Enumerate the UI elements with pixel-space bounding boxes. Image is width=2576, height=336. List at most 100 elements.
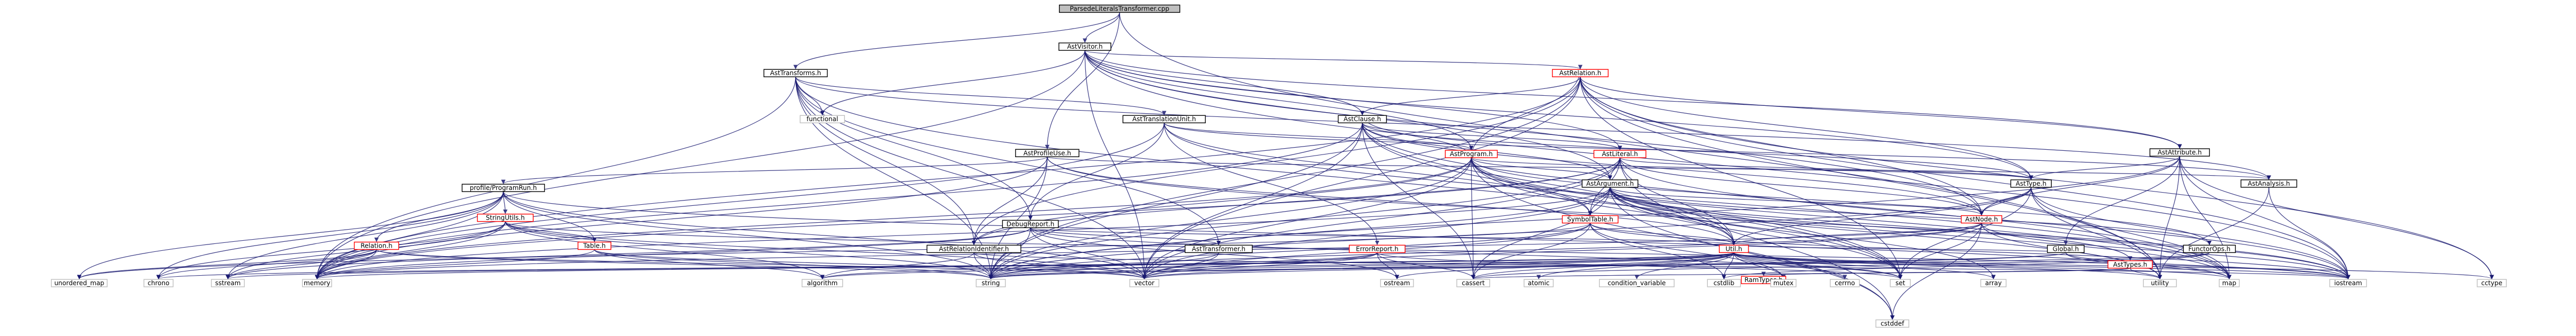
node-analysis[interactable]: AstAnalysis.h	[2240, 179, 2298, 188]
node-debugreport[interactable]: DebugReport.h	[1002, 220, 1059, 229]
node-cstddef[interactable]: cstddef	[1875, 319, 1910, 328]
edge-profile-analysis	[1047, 156, 2271, 180]
node-box	[1561, 215, 1619, 224]
node-label: AstProfileUse.h	[1024, 149, 1071, 157]
edge-astnode-vector	[1142, 223, 1982, 279]
node-label: chrono	[147, 279, 169, 287]
node-sstream[interactable]: sstream	[211, 279, 245, 287]
node-condition_variable[interactable]: condition_variable	[1598, 279, 1675, 287]
node-util[interactable]: Util.h	[1718, 244, 1749, 253]
node-vector[interactable]: vector	[1129, 279, 1159, 287]
edge-argument-util	[1610, 187, 1736, 246]
node-relid[interactable]: AstRelationIdentifier.h	[926, 244, 1021, 253]
edge-transforms-debugreport	[795, 77, 1033, 221]
node-box	[1582, 179, 1639, 188]
edge-stringutils-vector	[505, 221, 1147, 279]
node-box	[1184, 244, 1253, 253]
node-box	[1349, 244, 1406, 253]
node-unordered_map[interactable]: unordered_map	[51, 279, 108, 287]
edge-transforms-string	[795, 77, 993, 279]
node-box	[1058, 42, 1112, 51]
node-mutex[interactable]: mutex	[1770, 279, 1797, 287]
node-cassert[interactable]: cassert	[1456, 279, 1491, 287]
edge-errorreport-algorithm	[820, 252, 1378, 279]
node-string[interactable]: string	[975, 279, 1006, 287]
edge-relation-cctype	[1580, 77, 2494, 279]
node-map[interactable]: map	[2219, 279, 2240, 287]
node-visitor[interactable]: AstVisitor.h	[1058, 42, 1112, 51]
node-argument[interactable]: AstArgument.h	[1582, 179, 1639, 188]
node-chrono[interactable]: chrono	[143, 279, 174, 287]
node-asttypes[interactable]: AstTypes.h	[2107, 260, 2153, 269]
node-program[interactable]: AstProgram.h	[1445, 150, 1498, 158]
node-label: AstAttribute.h	[2157, 149, 2202, 156]
edge-argument-functorops	[1610, 187, 2212, 246]
node-root[interactable]: ParsedeLiteralsTransformer.cpp	[1059, 4, 1180, 13]
node-symboltable[interactable]: SymbolTable.h	[1561, 215, 1619, 224]
node-utility[interactable]: utility	[2143, 279, 2177, 287]
edge-relationprof-vector	[376, 249, 1147, 279]
edge-relation-iostream	[1580, 77, 2350, 279]
node-relation[interactable]: AstRelation.h	[1552, 69, 1609, 77]
node-literal[interactable]: AstLiteral.h	[1593, 150, 1647, 158]
node-box	[477, 213, 534, 222]
node-stringutils[interactable]: StringUtils.h	[477, 213, 534, 222]
node-cerrno[interactable]: cerrno	[1829, 279, 1860, 287]
node-atomic[interactable]: atomic	[1523, 279, 1554, 287]
node-clause[interactable]: AstClause.h	[1337, 115, 1387, 123]
node-algorithm[interactable]: algorithm	[802, 279, 843, 287]
edge-asttypes-utility	[2129, 268, 2162, 279]
node-label: DebugReport.h	[1007, 220, 1055, 228]
edge-astnode-memory	[315, 223, 1982, 279]
node-box	[1445, 150, 1498, 158]
node-transformer[interactable]: AstTransformer.h	[1184, 244, 1253, 253]
edge-functorops-cassert	[1471, 252, 2210, 279]
node-errorreport[interactable]: ErrorReport.h	[1349, 244, 1406, 253]
node-functorops[interactable]: FunctorOps.h	[2183, 244, 2236, 253]
node-iostream[interactable]: iostream	[2329, 279, 2367, 287]
edge-debugreport-set	[1030, 227, 1903, 279]
edge-clause-astnode	[1362, 123, 1984, 216]
node-profile[interactable]: AstProfileUse.h	[1015, 149, 1080, 157]
edge-visitor-asttype	[1084, 50, 2033, 180]
edge-program-set	[1471, 158, 1903, 279]
node-label: ostream	[1384, 279, 1410, 287]
node-label: Global.h	[2053, 245, 2079, 252]
node-transforms[interactable]: AstTransforms.h	[763, 69, 828, 77]
node-tu[interactable]: AstTranslationUnit.h	[1122, 115, 1206, 123]
node-relationprof[interactable]: Relation.h	[354, 241, 399, 250]
edge-astnode-string	[989, 223, 1982, 279]
node-astnode[interactable]: AstNode.h	[1960, 215, 2003, 224]
edge-util-chrono	[156, 252, 1734, 279]
edge-profile-relid	[971, 157, 1048, 246]
node-profilerun[interactable]: profile/ProgramRun.h	[461, 184, 545, 192]
node-box	[2010, 179, 2052, 188]
edge-astnode-cstddef	[1890, 223, 1982, 320]
edge-util-ostream	[1394, 252, 1734, 279]
edge-astnode-iostream	[1981, 223, 2350, 279]
edge-program-symboltable	[1471, 158, 1593, 216]
node-array[interactable]: array	[1980, 279, 2007, 287]
node-table[interactable]: Table.h	[578, 241, 611, 250]
edge-relid-iostream	[973, 252, 2350, 279]
node-attribute[interactable]: AstAttribute.h	[2149, 148, 2210, 157]
node-functional[interactable]: functional	[799, 115, 845, 123]
node-label: AstLiteral.h	[1602, 150, 1638, 158]
node-set[interactable]: set	[1890, 279, 1911, 287]
node-label: AstType.h	[2016, 180, 2047, 187]
node-cstdlib[interactable]: cstdlib	[1707, 279, 1741, 287]
edge-util-map	[1733, 252, 2231, 279]
node-asttype[interactable]: AstType.h	[2010, 179, 2052, 188]
node-global[interactable]: Global.h	[2047, 244, 2085, 253]
node-label: cctype	[2481, 279, 2503, 287]
edge-symboltable-unordered_map	[77, 223, 1591, 279]
node-box	[1960, 215, 2003, 224]
edge-profilerun-chrono	[156, 192, 504, 279]
edge-symboltable-mutex	[1589, 223, 1786, 279]
node-cctype[interactable]: cctype	[2477, 279, 2507, 287]
node-box	[2149, 148, 2210, 157]
node-memory[interactable]: memory	[302, 279, 332, 287]
node-box	[2477, 279, 2507, 287]
node-ostream[interactable]: ostream	[1380, 279, 1414, 287]
edge-relation-set	[1580, 77, 1903, 279]
